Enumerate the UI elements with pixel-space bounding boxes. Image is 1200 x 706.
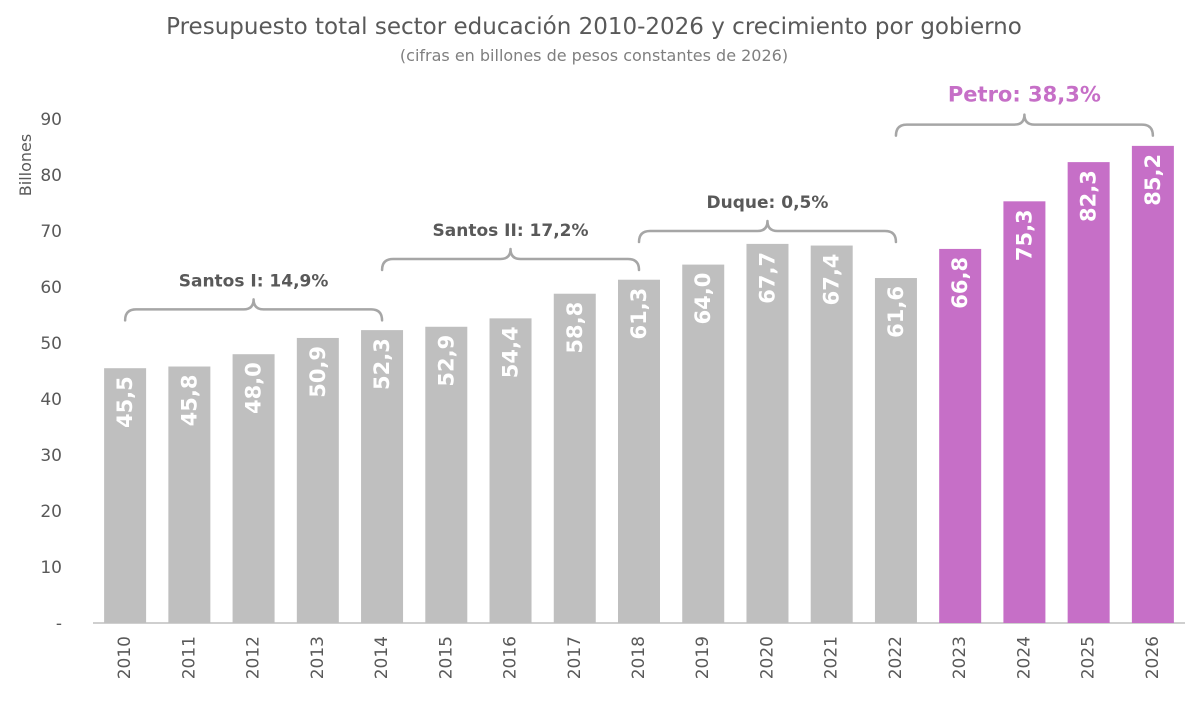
bar-value-label: 85,2 (1141, 154, 1165, 206)
y-tick-label: - (56, 614, 62, 634)
government-brackets: Santos I: 14,9% Santos II: 17,2% Duque: 0,… (123, 83, 1155, 322)
x-tick-label: 2022 (886, 636, 906, 679)
y-tick-label: 10 (40, 558, 62, 578)
bar-value-label: 58,8 (563, 302, 587, 354)
bar-value-label: 61,3 (627, 288, 651, 340)
y-axis-ticks: - 10 20 30 40 50 60 70 80 90 (40, 110, 62, 634)
bar-2014 (361, 330, 404, 623)
government-bracket (380, 247, 641, 272)
bar-value-label: 50,9 (306, 346, 330, 398)
x-tick-label: 2015 (436, 636, 456, 679)
bar-2012 (232, 354, 275, 623)
government-growth-label: Santos I: 14,9% (179, 271, 329, 291)
bar-2024 (1003, 201, 1046, 623)
chart-subtitle: (cifras en billones de pesos constantes … (399, 46, 789, 65)
bar-value-label: 64,0 (691, 273, 715, 325)
y-tick-label: 40 (40, 390, 62, 410)
bar-2026 (1131, 145, 1174, 623)
x-axis-ticks: 2010 2011 2012 2013 2014 2015 2016 2017 2018 2019… (115, 636, 1163, 679)
bar-value-label: 54,4 (499, 326, 523, 378)
y-axis-label: Billones (16, 134, 35, 196)
bar-value-label: 66,8 (948, 257, 972, 309)
x-tick-label: 2019 (693, 636, 713, 679)
bar-2021 (810, 245, 853, 623)
government-growth-label: Santos II: 17,2% (433, 221, 589, 241)
government-growth-label: Duque: 0,5% (707, 193, 829, 213)
x-tick-label: 2017 (565, 636, 585, 679)
x-tick-label: 2012 (244, 636, 264, 679)
bar-value-label: 67,4 (820, 254, 844, 306)
bars: 45,5 45,8 48,0 50,9 52,3 52,9 54,4 58,8 61,3 64,0… (104, 145, 1174, 624)
x-tick-label: 2011 (179, 636, 199, 679)
bar-2022 (874, 278, 917, 623)
y-tick-label: 50 (40, 334, 62, 354)
x-tick-label: 2021 (822, 636, 842, 679)
government-bracket (123, 298, 384, 322)
bar-value-label: 75,3 (1012, 209, 1036, 261)
government-bracket (637, 219, 898, 244)
bar-value-label: 45,8 (177, 375, 201, 427)
government-bracket (894, 113, 1155, 137)
chart-title: Presupuesto total sector educación 2010-… (166, 14, 1022, 40)
x-tick-label: 2016 (501, 636, 521, 679)
bar-2016 (489, 318, 532, 623)
y-tick-label: 70 (40, 222, 62, 242)
y-tick-label: 20 (40, 502, 62, 522)
x-tick-label: 2023 (950, 636, 970, 679)
x-tick-label: 2025 (1079, 636, 1099, 679)
bar-2011 (168, 366, 211, 623)
x-tick-label: 2026 (1143, 636, 1163, 679)
y-tick-label: 60 (40, 278, 62, 298)
y-tick-label: 90 (40, 110, 62, 130)
y-tick-label: 30 (40, 446, 62, 466)
x-tick-label: 2024 (1014, 636, 1034, 679)
bar-value-label: 82,3 (1077, 170, 1101, 222)
bar-value-label: 61,6 (884, 286, 908, 338)
bar-2019 (682, 264, 725, 623)
bar-2020 (746, 243, 789, 623)
bar-value-label: 67,7 (755, 252, 779, 304)
x-tick-label: 2014 (372, 636, 392, 679)
bar-2023 (939, 248, 982, 624)
bar-value-label: 52,9 (434, 335, 458, 387)
x-tick-label: 2010 (115, 636, 135, 679)
bar-value-label: 45,5 (113, 376, 137, 428)
x-tick-label: 2018 (629, 636, 649, 679)
x-tick-label: 2013 (308, 636, 328, 679)
y-tick-label: 80 (40, 166, 62, 186)
bar-2015 (425, 326, 468, 623)
bar-2010 (104, 368, 147, 623)
bar-value-label: 52,3 (370, 338, 394, 390)
bar-2013 (296, 337, 339, 623)
bar-value-label: 48,0 (242, 362, 266, 414)
bar-2017 (553, 293, 596, 623)
bar-2025 (1067, 162, 1110, 623)
bar-2018 (618, 279, 660, 623)
x-tick-label: 2020 (757, 636, 777, 679)
government-growth-label: Petro: 38,3% (948, 83, 1101, 107)
